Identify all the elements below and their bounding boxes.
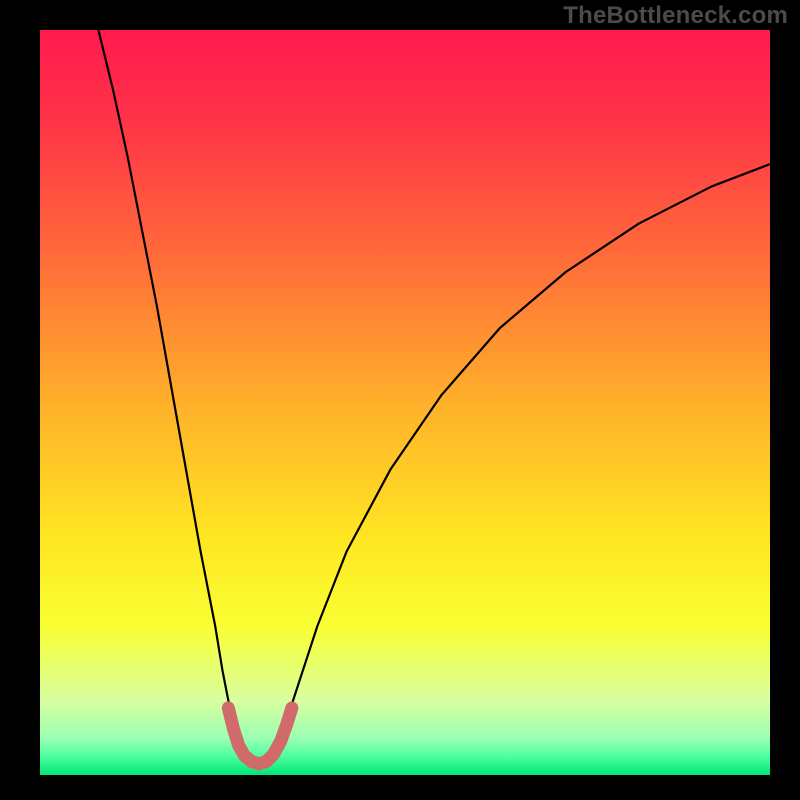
- watermark-text: TheBottleneck.com: [563, 2, 788, 30]
- plot-area: [40, 30, 770, 775]
- gradient-background: [40, 30, 770, 775]
- chart-frame: TheBottleneck.com: [0, 0, 800, 800]
